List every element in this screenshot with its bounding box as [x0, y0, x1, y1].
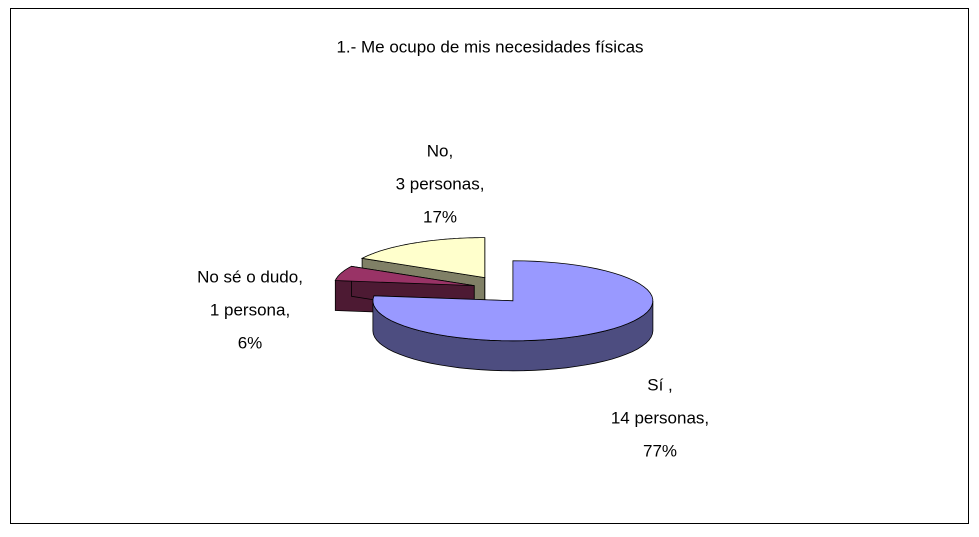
data-label-count: 14 personas,	[611, 408, 709, 427]
chart-title: 1.- Me ocupo de mis necesidades físicas	[336, 37, 643, 56]
slice	[334, 265, 475, 286]
data-label-category: Sí ,	[647, 375, 673, 394]
data-label-value: 6%	[238, 333, 263, 352]
data-label-category: No sé o dudo,	[197, 267, 303, 286]
data-label-value: 17%	[423, 207, 457, 226]
data-label-count: 3 personas,	[396, 174, 485, 193]
slice	[372, 260, 654, 342]
data-label-count: 1 persona,	[210, 300, 290, 319]
data-label-category: No,	[427, 141, 453, 160]
chart-frame	[10, 8, 969, 524]
slice	[360, 237, 486, 279]
data-label-value: 77%	[643, 441, 677, 460]
